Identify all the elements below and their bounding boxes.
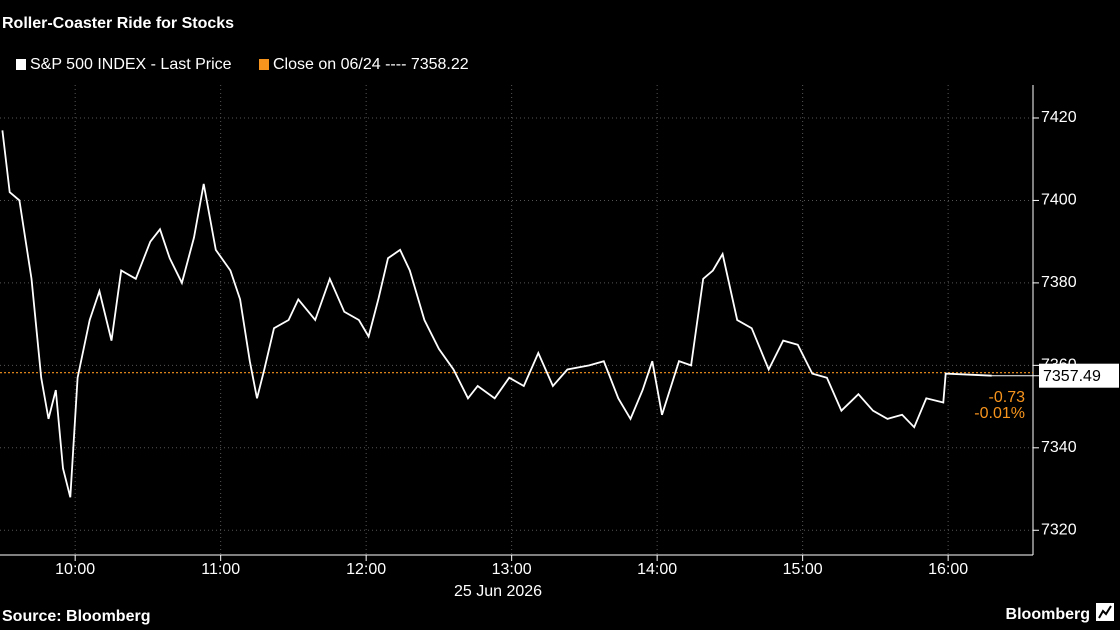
last-price-label: 7357.49 <box>1043 368 1101 385</box>
x-tick-label: 15:00 <box>783 561 823 578</box>
legend-swatch <box>259 59 269 70</box>
x-tick-label: 13:00 <box>492 561 532 578</box>
price-line <box>1 130 992 498</box>
legend-swatch <box>16 59 26 70</box>
source: Source: Bloomberg <box>2 608 150 625</box>
logo-icon <box>1098 605 1112 619</box>
legend-label: S&P 500 INDEX - Last Price <box>30 56 232 73</box>
x-tick-label: 11:00 <box>201 561 240 578</box>
y-tick-label: 7380 <box>1041 274 1077 291</box>
x-tick-label: 12:00 <box>346 561 386 578</box>
x-tick-label: 16:00 <box>928 561 968 578</box>
y-tick-label: 7340 <box>1041 439 1077 456</box>
y-tick-label: 7320 <box>1041 521 1077 538</box>
y-tick-label: 7420 <box>1041 109 1077 126</box>
y-tick-label: 7400 <box>1041 192 1077 209</box>
chart-title: Roller-Coaster Ride for Stocks <box>2 15 234 32</box>
last-price-box <box>1039 363 1119 388</box>
annotation: -0.73 <box>989 389 1026 406</box>
x-axis-label: 25 Jun 2026 <box>454 583 542 600</box>
x-tick-label: 14:00 <box>637 561 677 578</box>
logo: Bloomberg <box>1006 606 1090 623</box>
x-tick-label: 10:00 <box>55 561 95 578</box>
annotation: -0.01% <box>974 405 1025 422</box>
legend-label: Close on 06/24 ---- 7358.22 <box>273 56 469 73</box>
